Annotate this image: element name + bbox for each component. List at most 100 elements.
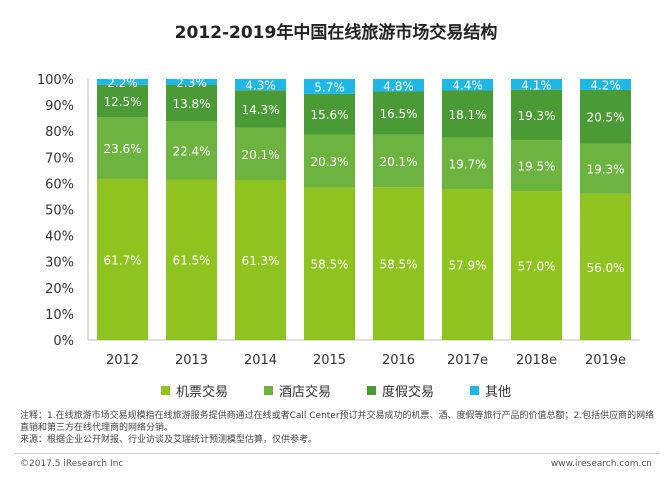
website-text: www.iresearch.com.cn [550, 459, 652, 469]
x-tick-label: 2014 [244, 353, 277, 368]
bar-segment [442, 90, 493, 138]
bar-segment [304, 93, 355, 135]
data-label: 14.3% [241, 103, 279, 117]
y-tick-label: 60% [45, 177, 74, 192]
data-label: 58.5% [379, 258, 417, 272]
legend-item: 度假交易 [367, 381, 434, 400]
data-label: 22.4% [172, 144, 210, 158]
data-label: 15.6% [310, 108, 348, 122]
bar-segment [442, 189, 493, 340]
data-label: 20.3% [310, 155, 348, 169]
data-label: 19.7% [448, 157, 486, 171]
y-tick-label: 40% [45, 230, 74, 245]
data-label: 2.3% [176, 76, 207, 90]
legend-label: 酒店交易 [278, 385, 331, 400]
data-label: 13.8% [172, 97, 210, 111]
bar-segment [511, 79, 562, 90]
data-label: 4.3% [245, 79, 276, 93]
bar-segment [97, 84, 148, 118]
y-tick-label: 100% [37, 73, 74, 88]
bar-segment [580, 79, 631, 90]
data-label: 61.3% [241, 254, 279, 268]
legend-label: 度假交易 [382, 385, 435, 400]
bar-segment [304, 187, 355, 340]
footer-divider [14, 453, 660, 454]
x-tick-label: 2018e [516, 353, 557, 368]
data-label: 20.1% [241, 148, 279, 162]
bar-segment [442, 137, 493, 190]
x-tick-label: 2019e [585, 353, 626, 368]
source-text: 来源：根据企业公开财报、行业访谈及艾瑞统计预测模型估算，仅供参考。 [20, 435, 318, 445]
data-label: 4.4% [452, 79, 483, 93]
data-label: 61.5% [172, 254, 210, 268]
bar-segment [235, 127, 286, 181]
bar-segment [373, 187, 424, 340]
data-label: 20.1% [379, 155, 417, 169]
bar-segment [235, 90, 286, 128]
x-tick-label: 2015 [313, 353, 346, 368]
y-tick-label: 30% [45, 256, 74, 271]
bar-segment [373, 91, 424, 135]
bar-segment [442, 79, 493, 91]
legend-swatch [470, 386, 480, 395]
y-tick-label: 70% [45, 151, 74, 166]
bar-segment [304, 134, 355, 188]
data-label: 12.5% [103, 95, 141, 109]
data-label: 23.6% [103, 142, 141, 156]
legend-swatch [367, 386, 376, 395]
data-label: 4.1% [521, 78, 552, 92]
data-label: 20.5% [586, 111, 624, 125]
data-label: 58.5% [310, 258, 348, 272]
bar-segment [580, 193, 631, 340]
stacked-bar-chart: 0% 10% 20% 30% 40% 50% 60% 70% 80% 90% 100% 61.7% 23… [37, 73, 640, 368]
bar-segment [166, 85, 217, 122]
chart-legend: 机票交易 酒店交易 度假交易 其他 [0, 381, 672, 400]
data-label: 16.5% [379, 107, 417, 121]
y-tick-label: 90% [45, 99, 74, 114]
legend-item: 机票交易 [160, 381, 228, 400]
data-label: 56.0% [586, 261, 624, 275]
bar-segment [97, 178, 148, 340]
y-tick-label: 50% [45, 204, 74, 219]
bar-segment [166, 121, 217, 180]
note-text: 注释：1.在线旅游市场交易规模指在线旅游服务提供商通过在线或者Call Cent… [20, 411, 655, 433]
copyright-text: ©2017.5 iResearch Inc [20, 459, 124, 469]
x-tick-label: 2017e [447, 353, 488, 368]
y-tick-label: 0% [53, 334, 74, 349]
bar-segment [97, 79, 148, 85]
bar-segment [235, 180, 286, 340]
x-tick-label: 2016 [382, 353, 415, 368]
bar-segment [580, 89, 631, 144]
bar-segment [373, 79, 424, 92]
y-tick-label: 80% [45, 125, 74, 140]
bar-segment [97, 117, 148, 179]
x-tick-label: 2012 [106, 353, 139, 368]
data-label: 57.9% [448, 259, 486, 273]
data-label: 61.7% [103, 253, 141, 267]
y-tick-label: 20% [45, 282, 74, 297]
bar-segment [166, 179, 217, 340]
data-label: 4.8% [383, 79, 414, 93]
chart-title: 2012-2019年中国在线旅游市场交易结构 [174, 23, 498, 43]
bar-segment [511, 89, 562, 141]
data-label: 19.3% [517, 109, 555, 123]
data-label: 19.3% [586, 163, 624, 177]
y-tick-label: 10% [45, 308, 74, 323]
bar-segment [511, 140, 562, 192]
legend-swatch [160, 386, 170, 395]
legend-swatch [263, 386, 273, 395]
bar-segment [511, 191, 562, 340]
bar-segment [166, 79, 217, 86]
data-label: 2.2% [107, 76, 138, 90]
bar-segment [580, 143, 631, 194]
bar-segment [304, 79, 355, 94]
legend-label: 其他 [485, 385, 512, 400]
data-label: 18.1% [448, 108, 486, 122]
legend-label: 机票交易 [175, 385, 228, 400]
data-label: 57.0% [517, 260, 555, 274]
bar-segment [373, 134, 424, 188]
legend-item: 酒店交易 [263, 381, 331, 400]
data-label: 4.2% [590, 78, 621, 92]
data-label: 5.7% [314, 80, 345, 94]
data-label: 19.5% [517, 160, 555, 174]
